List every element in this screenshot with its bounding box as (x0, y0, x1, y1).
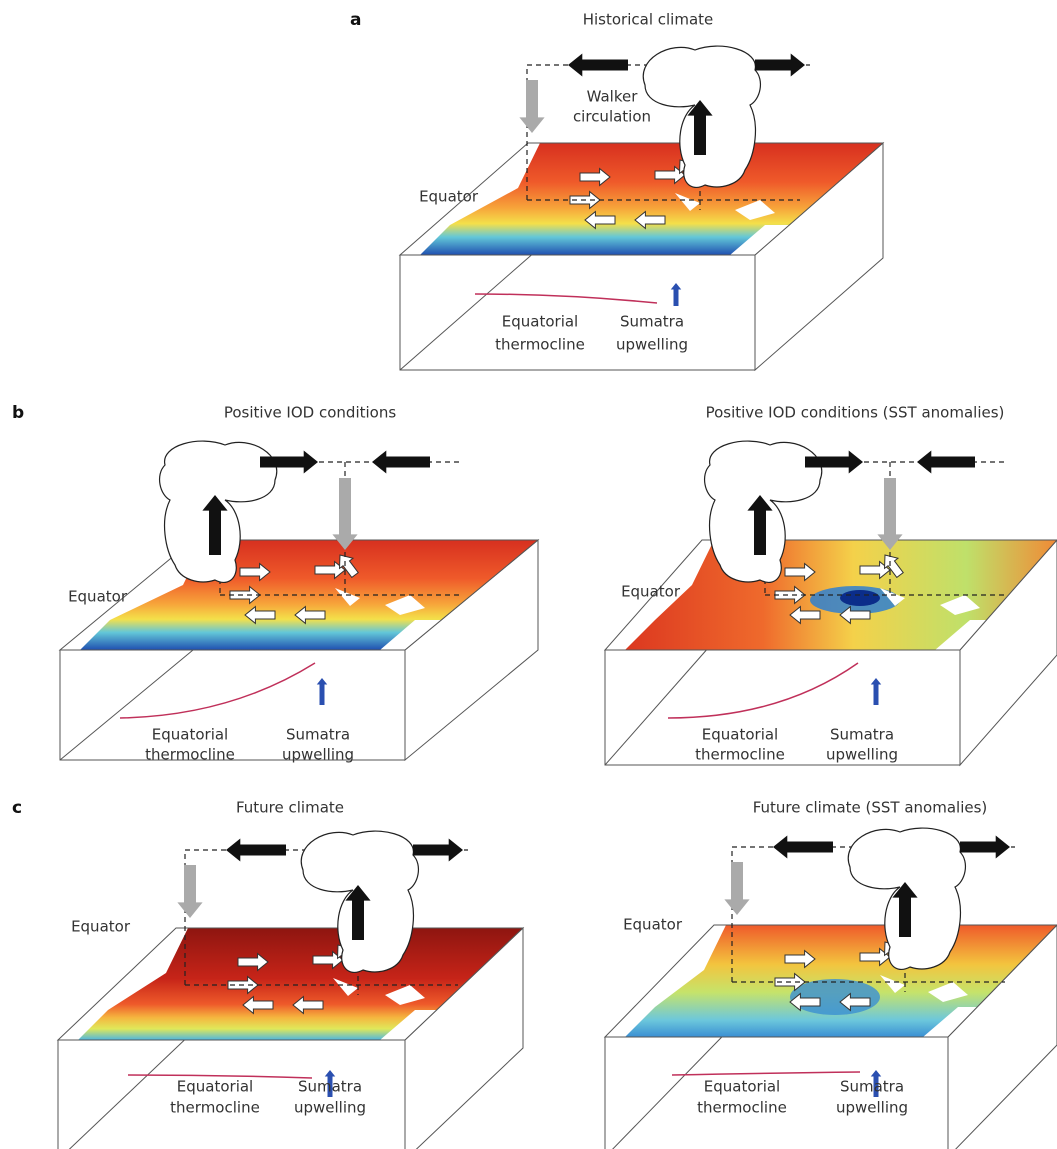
equator-label: Equator (71, 918, 131, 936)
arrow (568, 53, 628, 76)
arrow (317, 678, 328, 705)
arrow (671, 283, 682, 306)
thermocline-label: Equatorial (704, 1078, 780, 1096)
front-face (60, 650, 405, 760)
cold-core (840, 590, 880, 606)
ocean-box (58, 928, 523, 1149)
arrow (877, 478, 902, 550)
upwelling-label: Sumatra (620, 313, 684, 331)
thermocline-label: thermocline (145, 746, 235, 764)
hidden-edge (58, 1040, 184, 1149)
thermocline-label: Equatorial (502, 313, 578, 331)
sea-surface (58, 928, 523, 1040)
diagram-title: Positive IOD conditions (SST anomalies) (706, 404, 1005, 422)
arrow (917, 450, 975, 473)
thermocline-label: thermocline (697, 1099, 787, 1117)
arrow (413, 838, 463, 861)
arrow (372, 450, 430, 473)
upwelling-label: upwelling (616, 336, 688, 354)
arrow (960, 835, 1010, 858)
arrow (724, 862, 749, 915)
hidden-edge (60, 650, 193, 760)
thermocline (120, 663, 315, 718)
arrow (226, 838, 286, 861)
upwelling-label: Sumatra (830, 726, 894, 744)
thermocline (668, 663, 858, 718)
thermocline-label: Equatorial (177, 1078, 253, 1096)
equator-label: Equator (623, 916, 683, 934)
arrow (519, 80, 544, 133)
thermocline (672, 1072, 860, 1075)
sea-surface (605, 925, 1057, 1037)
arrow (871, 678, 882, 705)
panel-label: b (12, 403, 24, 423)
arrow (773, 835, 833, 858)
panel-label: a (350, 10, 361, 30)
thermocline-label: Equatorial (152, 726, 228, 744)
thermocline-label: thermocline (170, 1099, 260, 1117)
upwelling-label: Sumatra (840, 1078, 904, 1096)
arrow (332, 478, 357, 550)
sea-surface (60, 540, 538, 650)
thermocline (475, 294, 657, 303)
upwelling-label: Sumatra (298, 1078, 362, 1096)
cool-anomaly (790, 979, 880, 1015)
upwelling-label: Sumatra (286, 726, 350, 744)
upwelling-label: upwelling (282, 746, 354, 764)
equator-label: Equator (68, 588, 128, 606)
diagram-title: Historical climate (583, 11, 714, 29)
upwelling-label: upwelling (294, 1099, 366, 1117)
diagram-title: Future climate (SST anomalies) (753, 799, 988, 817)
equator-label: Equator (419, 188, 479, 206)
upwelling-label: upwelling (836, 1099, 908, 1117)
hidden-edge (605, 650, 706, 765)
arrow (177, 865, 202, 918)
figure: a Historical climate Equator Equatorial ther… (0, 0, 1057, 1149)
diagram-title: Future climate (236, 799, 344, 817)
ocean-box (605, 925, 1057, 1149)
thermocline-label: thermocline (495, 336, 585, 354)
thermocline-label: thermocline (695, 746, 785, 764)
diagram-title: Positive IOD conditions (224, 404, 396, 422)
walker-label: circulation (573, 108, 651, 126)
upwelling-label: upwelling (826, 746, 898, 764)
thermocline-label: Equatorial (702, 726, 778, 744)
equator-label: Equator (621, 583, 681, 601)
panel-label: c (12, 798, 22, 818)
arrow (755, 53, 805, 76)
walker-label: Walker (587, 88, 639, 106)
